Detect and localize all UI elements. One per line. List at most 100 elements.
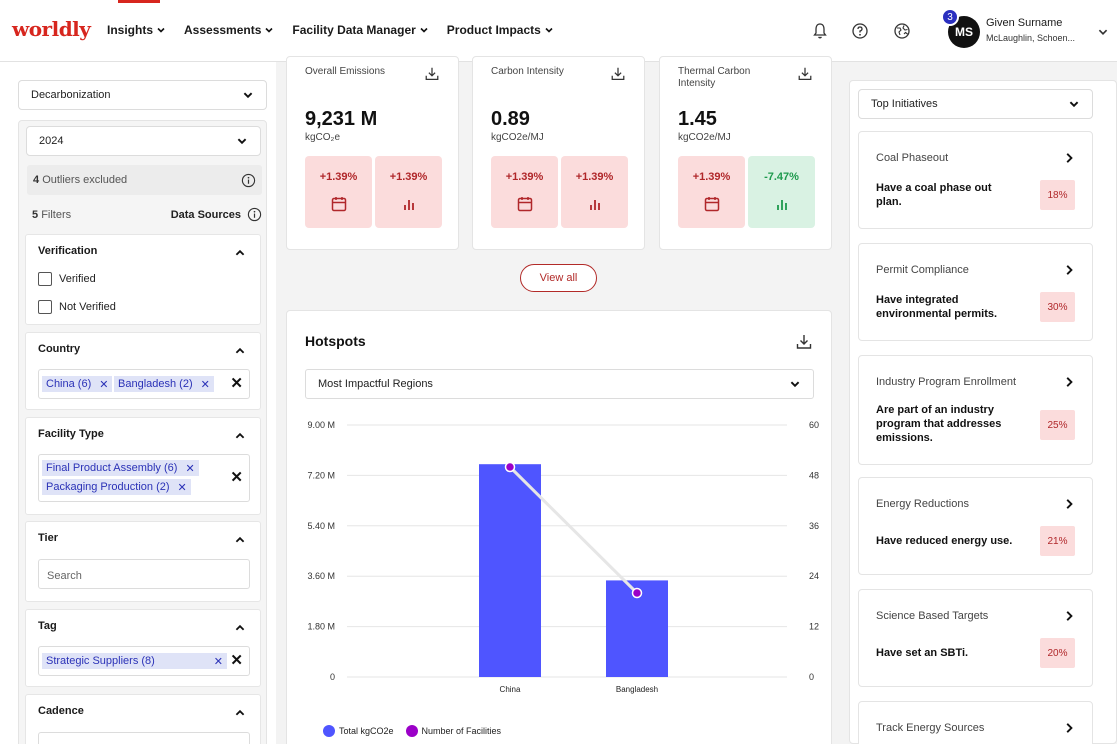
remove-chip-icon[interactable]: ✕ bbox=[177, 481, 187, 494]
kpi-title: Overall Emissions bbox=[305, 66, 386, 77]
download-icon[interactable] bbox=[797, 66, 813, 85]
chevron-up-icon[interactable] bbox=[234, 430, 246, 442]
chevron-up-icon[interactable] bbox=[234, 247, 246, 259]
chevron-right-icon bbox=[1066, 723, 1073, 733]
y-left-tick-label: 5.40 M bbox=[307, 521, 335, 531]
initiative-open-button[interactable] bbox=[1063, 498, 1075, 513]
bar-chart-icon bbox=[586, 195, 604, 216]
initiative-title: Permit Compliance bbox=[876, 264, 969, 276]
initiative-card[interactable]: Energy Reductions Have reduced energy us… bbox=[858, 477, 1093, 575]
chip-strategic-suppliers: Strategic Suppliers (8) ✕ bbox=[42, 653, 227, 669]
tag-chip-input[interactable]: Strategic Suppliers (8) ✕ ✕ bbox=[38, 646, 250, 676]
filters-label: Filters bbox=[41, 208, 72, 221]
kpi-trend-tile[interactable]: +1.39% bbox=[375, 156, 442, 228]
remove-chip-icon[interactable]: ✕ bbox=[185, 462, 195, 475]
kpi-trend-tile[interactable]: +1.39% bbox=[561, 156, 628, 228]
chip-label: Strategic Suppliers (8) bbox=[46, 655, 155, 667]
facility-type-chip-input[interactable]: Final Product Assembly (6) ✕ Packaging Pr… bbox=[38, 454, 250, 502]
legend-item-total[interactable]: Total kgCO2e bbox=[323, 725, 394, 737]
outliers-count: 4 bbox=[33, 174, 40, 186]
chevron-up-icon[interactable] bbox=[234, 707, 246, 719]
remove-chip-icon[interactable]: ✕ bbox=[200, 378, 210, 391]
nav-facility-data-manager[interactable]: Facility Data Manager bbox=[292, 23, 428, 37]
not-verified-label: Not Verified bbox=[59, 301, 116, 313]
bell-icon[interactable] bbox=[811, 22, 829, 40]
initiative-card[interactable]: Industry Program Enrollment Are part of … bbox=[858, 355, 1093, 465]
country-chip-input[interactable]: China (6) ✕ Bangladesh (2) ✕ ✕ bbox=[38, 369, 250, 399]
initiative-open-button[interactable] bbox=[1063, 152, 1075, 167]
initiative-card[interactable]: Permit Compliance Have integrated enviro… bbox=[858, 243, 1093, 341]
section-title[interactable]: Tag bbox=[38, 620, 57, 632]
y-right-tick-label: 0 bbox=[809, 672, 814, 682]
chevron-up-icon[interactable] bbox=[234, 622, 246, 634]
kpi-trend-tile[interactable]: +1.39% bbox=[491, 156, 558, 228]
verification-section: Verification Verified Not Verified bbox=[25, 234, 261, 325]
clear-all-icon[interactable]: ✕ bbox=[230, 652, 243, 669]
chip-label: Bangladesh (2) bbox=[118, 378, 193, 390]
nav-assessments[interactable]: Assessments bbox=[184, 23, 274, 37]
outliers-row: 4 Outliers excluded bbox=[27, 165, 262, 195]
view-select[interactable]: Decarbonization bbox=[18, 80, 267, 110]
legend-item-facilities[interactable]: Number of Facilities bbox=[405, 725, 501, 737]
left-sidebar: Decarbonization 2024 4 Outliers excluded… bbox=[0, 62, 276, 744]
verified-checkbox-row[interactable]: Verified bbox=[38, 272, 96, 286]
chevron-up-icon[interactable] bbox=[234, 534, 246, 546]
initiative-open-button[interactable] bbox=[1063, 610, 1075, 625]
y-left-tick-label: 0 bbox=[330, 672, 335, 682]
chip-packaging-production: Packaging Production (2) ✕ bbox=[42, 479, 191, 495]
initiative-card[interactable]: Science Based Targets Have set an SBTi. 2… bbox=[858, 589, 1093, 687]
initiative-description: Have integrated environmental permits. bbox=[876, 294, 998, 320]
filters-summary: 5 Filters Data Sources bbox=[32, 207, 262, 222]
section-title[interactable]: Cadence bbox=[38, 705, 84, 717]
user-name[interactable]: Given Surname bbox=[986, 17, 1063, 29]
clear-all-icon[interactable]: ✕ bbox=[230, 375, 243, 392]
chip-china: China (6) ✕ bbox=[42, 376, 113, 392]
not-verified-checkbox-row[interactable]: Not Verified bbox=[38, 300, 116, 314]
globe-icon[interactable] bbox=[893, 22, 911, 40]
data-sources-label: Data Sources bbox=[170, 208, 241, 221]
section-title[interactable]: Facility Type bbox=[38, 428, 104, 440]
year-select[interactable]: 2024 bbox=[26, 126, 261, 156]
initiative-title: Science Based Targets bbox=[876, 610, 989, 622]
chevron-up-icon[interactable] bbox=[234, 345, 246, 357]
worldly-logo[interactable]: worldly bbox=[12, 17, 91, 41]
remove-chip-icon[interactable]: ✕ bbox=[213, 655, 223, 668]
initiative-card[interactable]: Coal Phaseout Have a coal phase out plan… bbox=[858, 131, 1093, 229]
verified-checkbox[interactable] bbox=[38, 272, 52, 286]
chevron-right-icon bbox=[1066, 611, 1073, 621]
calendar-icon bbox=[516, 195, 534, 216]
kpi-trend-value: +1.39% bbox=[505, 171, 544, 183]
chevron-down-icon[interactable] bbox=[1097, 26, 1109, 38]
initiative-open-button[interactable] bbox=[1063, 376, 1075, 391]
filters-count: 5 bbox=[32, 208, 39, 221]
remove-chip-icon[interactable]: ✕ bbox=[99, 378, 109, 391]
initiative-open-button[interactable] bbox=[1063, 264, 1075, 279]
initiative-open-button[interactable] bbox=[1063, 722, 1075, 737]
download-icon bbox=[611, 67, 625, 80]
hotspots-card: Hotspots Most Impactful Regions 0 0 1.80 M… bbox=[286, 310, 832, 744]
download-icon[interactable] bbox=[795, 333, 813, 351]
section-title[interactable]: Country bbox=[38, 343, 81, 355]
kpi-trend-tile[interactable]: +1.39% bbox=[305, 156, 372, 228]
download-icon[interactable] bbox=[424, 66, 440, 85]
initiative-card[interactable]: Track Energy Sources bbox=[858, 701, 1093, 744]
data-sources-link[interactable]: Data Sources bbox=[171, 207, 262, 222]
nav-insights[interactable]: Insights bbox=[107, 23, 166, 37]
kpi-trend-tile[interactable]: +1.39% bbox=[678, 156, 745, 228]
cadence-search-input[interactable]: Search bbox=[38, 732, 250, 744]
avatar[interactable]: MS bbox=[948, 16, 980, 48]
clear-all-icon[interactable]: ✕ bbox=[230, 469, 243, 486]
download-icon[interactable] bbox=[610, 66, 626, 85]
view-all-button[interactable]: View all bbox=[520, 264, 597, 292]
not-verified-checkbox[interactable] bbox=[38, 300, 52, 314]
chevron-down-icon bbox=[545, 27, 553, 33]
kpi-trend-tile[interactable]: -7.47% bbox=[748, 156, 815, 228]
initiatives-select[interactable]: Top Initiatives bbox=[858, 89, 1093, 119]
tier-search-input[interactable]: Search bbox=[38, 559, 250, 589]
nav-product-impacts[interactable]: Product Impacts bbox=[447, 23, 554, 37]
section-title[interactable]: Tier bbox=[38, 532, 58, 544]
hotspots-select[interactable]: Most Impactful Regions bbox=[305, 369, 814, 399]
info-icon[interactable] bbox=[241, 173, 256, 188]
help-icon[interactable] bbox=[851, 22, 869, 40]
section-title[interactable]: Verification bbox=[38, 245, 98, 257]
